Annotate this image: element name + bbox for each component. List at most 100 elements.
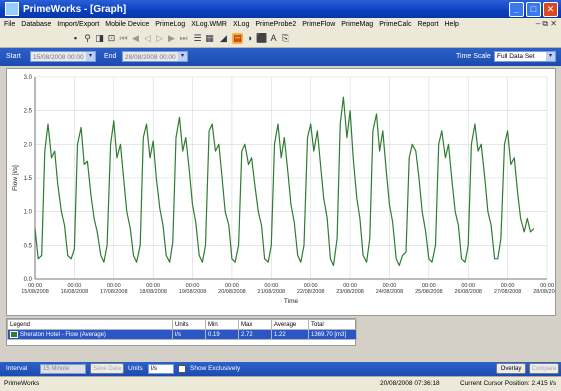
series-color-swatch [10, 330, 18, 338]
start-label: Start [6, 53, 21, 60]
save-data-button[interactable]: Save Data [90, 363, 124, 374]
chevron-down-icon[interactable]: ▾ [178, 52, 187, 61]
maximize-button[interactable]: □ [526, 2, 541, 17]
units-select[interactable]: l/s [148, 364, 174, 374]
x-tick-time: 00:00 [304, 283, 318, 289]
back-icon[interactable]: ◁ [144, 33, 151, 43]
zoom-region-icon[interactable]: ⊡ [107, 33, 116, 43]
close-button[interactable]: ✕ [543, 2, 558, 17]
graph-mode-icon[interactable]: ▤ [232, 33, 243, 44]
x-tick-time: 00:00 [107, 283, 121, 289]
x-tick-time: 00:00 [343, 283, 357, 289]
time-scale-label: Time Scale [456, 53, 491, 60]
menu-xlog-wmr[interactable]: XLog.WMR [191, 21, 227, 28]
y-tick-label: 0.0 [24, 277, 33, 283]
mdi-controls-icon[interactable]: – ⧉ ✕ [535, 19, 557, 28]
menu-mobile-device[interactable]: Mobile Device [105, 21, 150, 28]
x-tick-time: 00:00 [146, 283, 160, 289]
title-bar: PrimeWorks - [Graph] _ □ ✕ [0, 0, 561, 18]
minimize-button[interactable]: _ [509, 2, 524, 17]
interval-label: Interval [6, 365, 28, 372]
x-tick-label: 28/08/2008 [533, 289, 555, 295]
x-tick-time: 00:00 [383, 283, 397, 289]
x-tick-label: 16/08/2008 [61, 289, 89, 295]
y-tick-label: 2.5 [24, 109, 33, 115]
legend-series-name: Sheraton Hotel - Flow (Average) [20, 332, 106, 339]
next-icon[interactable]: ▶ [168, 33, 175, 43]
zoom-fit-icon[interactable]: ◨ [95, 33, 104, 43]
legend-row[interactable]: Sheraton Hotel - Flow (Average) l/s 0.19… [7, 329, 357, 340]
color-icon[interactable]: ◑ [246, 33, 253, 43]
overlay-button[interactable]: Overlay [496, 363, 526, 374]
date-bar: Start 15/08/2008 00:00 ▾ End 28/08/2008 … [0, 48, 561, 66]
x-tick-time: 00:00 [68, 283, 82, 289]
legend-total-cell: 1369.70 [m3] [308, 329, 357, 340]
flow-chart[interactable]: 00:0015/08/200800:0016/08/200800:0017/08… [7, 69, 555, 315]
series-line [34, 96, 535, 267]
spacer-area [0, 346, 561, 362]
x-tick-time: 00:00 [461, 283, 475, 289]
chevron-down-icon[interactable]: ▾ [546, 52, 555, 61]
bottom-control-bar: Interval 15 Minute Save Data Units l/s S… [0, 362, 561, 376]
col-legend: Legend [7, 319, 173, 330]
last-icon[interactable]: ⏭ [179, 33, 188, 43]
menu-bar: File Database Import/Export Mobile Devic… [0, 18, 561, 31]
menu-primecalc[interactable]: PrimeCalc [379, 21, 412, 28]
menu-primeflow[interactable]: PrimeFlow [302, 21, 336, 28]
chart-icon[interactable]: ◢ [220, 33, 227, 43]
previous-icon[interactable]: ◀ [132, 33, 139, 43]
menu-database[interactable]: Database [21, 21, 52, 28]
menu-help[interactable]: Help [444, 21, 459, 28]
forward-icon[interactable]: ▷ [156, 33, 163, 43]
x-tick-label: 25/08/2008 [415, 289, 443, 295]
x-tick-label: 26/08/2008 [454, 289, 482, 295]
menu-primemag[interactable]: PrimeMag [341, 21, 374, 28]
text-icon[interactable]: A [270, 33, 277, 43]
menu-file[interactable]: File [4, 21, 16, 28]
show-exclusively-checkbox[interactable] [178, 365, 186, 373]
x-tick-label: 18/08/2008 [139, 289, 167, 295]
col-average: Average [271, 319, 309, 330]
legend-table: Legend Units Min Max Average Total Shera… [6, 318, 357, 346]
status-datetime: 20/08/2008 07:36:18 [380, 380, 440, 387]
legend-name-cell[interactable]: Sheraton Hotel - Flow (Average) [7, 329, 173, 340]
graph-settings-icon[interactable]: ▪ [73, 33, 78, 43]
x-tick-label: 17/08/2008 [100, 289, 128, 295]
grid-icon[interactable]: ☰ [193, 33, 202, 43]
col-max: Max [238, 319, 272, 330]
legend-header-row: Legend Units Min Max Average Total [7, 319, 357, 330]
binoculars-icon[interactable]: ⚲ [84, 33, 91, 43]
interval-value: 15 Minute [43, 366, 70, 372]
start-date-field[interactable]: 15/08/2008 00:00 ▾ [30, 51, 96, 62]
first-icon[interactable]: ⏮ [119, 33, 128, 43]
end-date-field[interactable]: 28/08/2008 00:00 ▾ [122, 51, 188, 62]
x-tick-time: 00:00 [501, 283, 515, 289]
x-tick-time: 00:00 [186, 283, 200, 289]
graph-panel[interactable]: 00:00 15/08/2008 00:00 16/08/2008 00:00 17/08… [6, 68, 556, 316]
stop-icon[interactable]: ⬛ [256, 33, 268, 43]
time-scale-value: Full Data Set [497, 53, 535, 60]
x-tick-label: 22/08/2008 [297, 289, 325, 295]
table-icon[interactable]: ▦ [205, 33, 214, 43]
x-tick-label: 15/08/2008 [21, 289, 49, 295]
y-tick-label: 2.0 [24, 142, 33, 148]
window-title: PrimeWorks - [Graph] [23, 3, 127, 15]
show-exclusively-label: Show Exclusively [190, 365, 241, 372]
compare-button[interactable]: Compare [529, 363, 559, 374]
menu-import-export[interactable]: Import/Export [57, 21, 100, 28]
export-icon[interactable]: ⎘ [281, 33, 290, 43]
toolbar: ▪ ⚲ ◨ ⊡ ⏮ ◀ ◁ ▷ ▶ ⏭ ☰ ▦ ◢ ▤ ◑ ⬛ A ⎘ [0, 31, 561, 48]
x-tick-time: 00:00 [264, 283, 278, 289]
interval-select[interactable]: 15 Minute [40, 364, 86, 374]
menu-primeprobe2[interactable]: PrimeProbe2 [255, 21, 297, 28]
chevron-down-icon[interactable]: ▾ [86, 52, 95, 61]
y-tick-label: 3.0 [24, 75, 33, 81]
menu-report[interactable]: Report [417, 21, 439, 28]
x-tick-label: 20/08/2008 [218, 289, 246, 295]
time-scale-select[interactable]: Full Data Set ▾ [494, 51, 556, 62]
status-bar: PrimeWorks 20/08/2008 07:36:18 Current C… [0, 376, 561, 391]
menu-primelog[interactable]: PrimeLog [155, 21, 186, 28]
menu-xlog[interactable]: XLog [233, 21, 250, 28]
col-total: Total [308, 319, 357, 330]
x-tick-label: 21/08/2008 [258, 289, 286, 295]
